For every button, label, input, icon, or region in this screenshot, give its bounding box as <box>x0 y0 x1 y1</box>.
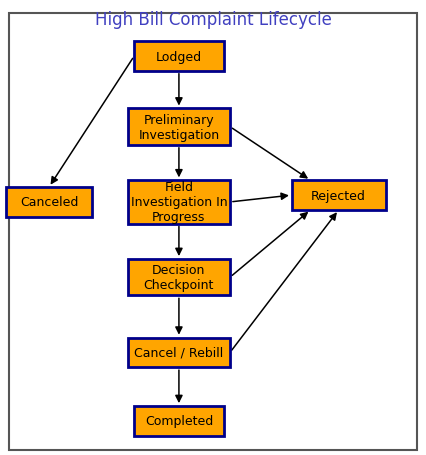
Text: Decision
Checkpoint: Decision Checkpoint <box>144 263 214 292</box>
FancyBboxPatch shape <box>134 42 224 71</box>
Text: Cancel / Rebill: Cancel / Rebill <box>134 346 224 359</box>
FancyBboxPatch shape <box>134 406 224 436</box>
FancyBboxPatch shape <box>128 181 230 224</box>
FancyBboxPatch shape <box>292 181 386 210</box>
Text: Lodged: Lodged <box>156 51 202 63</box>
FancyBboxPatch shape <box>128 259 230 296</box>
Text: Rejected: Rejected <box>311 189 366 202</box>
FancyBboxPatch shape <box>128 338 230 368</box>
Text: High Bill Complaint Lifecycle: High Bill Complaint Lifecycle <box>95 11 331 29</box>
Text: Field
Investigation In
Progress: Field Investigation In Progress <box>131 181 227 224</box>
FancyBboxPatch shape <box>6 187 92 217</box>
FancyBboxPatch shape <box>128 109 230 146</box>
Text: Preliminary
Investigation: Preliminary Investigation <box>138 113 219 142</box>
Text: Completed: Completed <box>145 415 213 427</box>
Text: Canceled: Canceled <box>20 196 78 209</box>
